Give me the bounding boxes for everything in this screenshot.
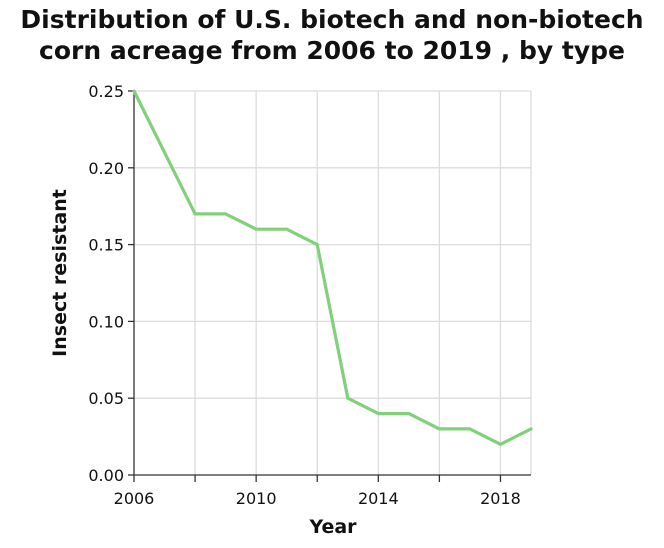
data-point — [437, 427, 441, 431]
data-point — [315, 243, 319, 247]
y-tick-label: 0.25 — [88, 82, 124, 101]
y-tick-label: 0.10 — [88, 312, 124, 331]
y-axis-title: Insect resistant — [49, 189, 71, 357]
x-tick-label: 2018 — [480, 489, 521, 508]
series-line — [132, 89, 533, 446]
x-tick-label: 2006 — [114, 489, 155, 508]
data-point — [498, 442, 502, 446]
data-point — [132, 89, 136, 93]
chart-title-line-1: Distribution of U.S. biotech and non-bio… — [20, 5, 644, 34]
data-point — [224, 212, 228, 216]
axes — [133, 91, 531, 476]
y-tick-labels: 0.00 0.05 0.10 0.15 0.20 0.25 — [88, 82, 124, 485]
x-tick-label: 2010 — [236, 489, 277, 508]
data-point — [285, 227, 289, 231]
chart-title-line-2: corn acreage from 2006 to 2019 , by type — [39, 36, 625, 65]
x-tick-labels: 2006 2010 2014 2018 — [114, 489, 521, 508]
data-point — [346, 396, 350, 400]
data-point — [376, 412, 380, 416]
data-point — [254, 227, 258, 231]
data-point — [468, 427, 472, 431]
x-axis-title: Year — [308, 516, 357, 538]
data-point — [529, 427, 533, 431]
y-tick-label: 0.20 — [88, 159, 124, 178]
chart-title: Distribution of U.S. biotech and non-bio… — [0, 4, 664, 66]
y-tick-label: 0.15 — [88, 236, 124, 255]
grid-lines — [134, 90, 532, 475]
data-point — [193, 212, 197, 216]
y-tick-label: 0.00 — [88, 466, 124, 485]
x-tick-label: 2014 — [358, 489, 399, 508]
y-tick-label: 0.05 — [88, 389, 124, 408]
data-point — [407, 412, 411, 416]
series-group — [132, 89, 533, 446]
tick-marks — [128, 90, 502, 482]
